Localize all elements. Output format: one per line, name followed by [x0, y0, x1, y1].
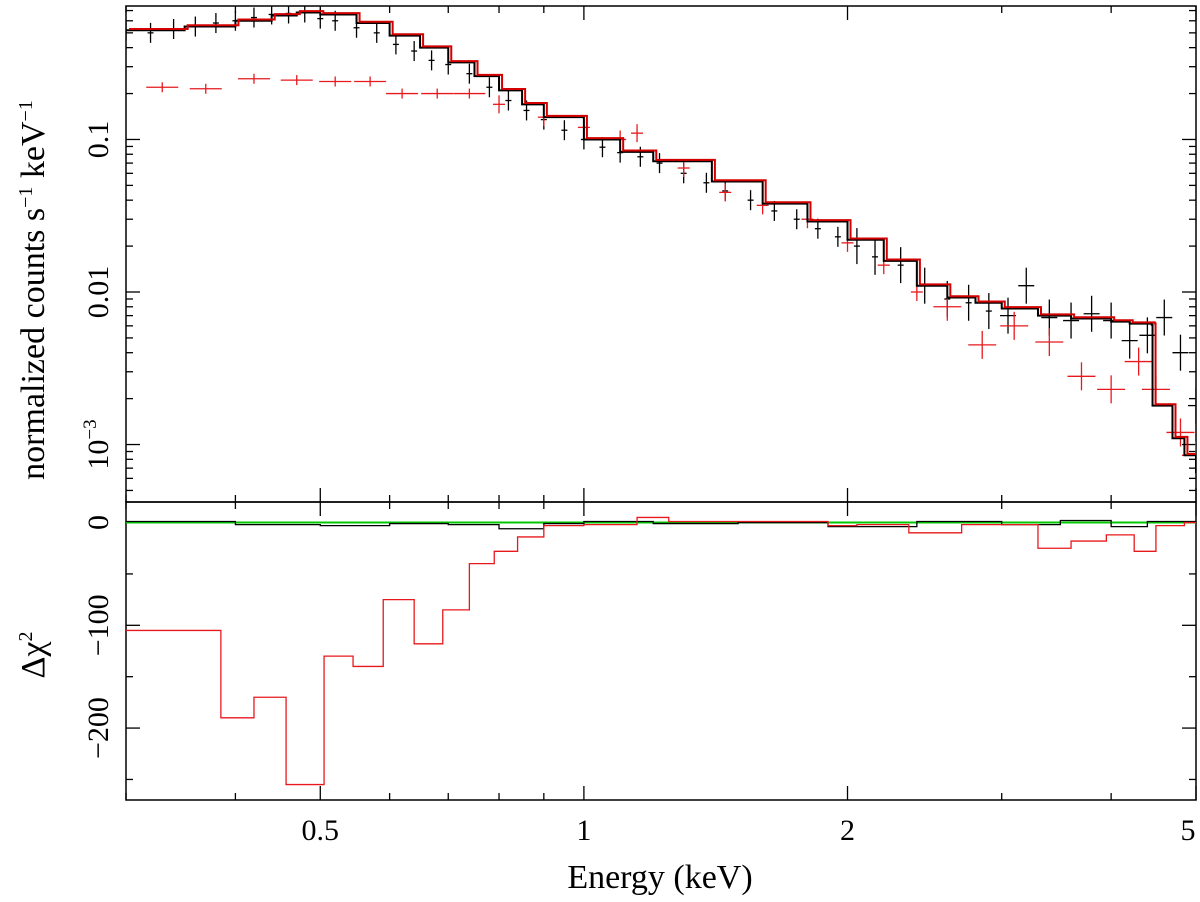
red-data-series	[146, 73, 1196, 470]
red-model-line	[129, 10, 1196, 455]
x-tick-label: 0.5	[302, 814, 340, 847]
x-tick-label: 5	[1181, 814, 1196, 847]
bottom-panel: 0.5 1 2 5 0 −100 −200	[82, 501, 1197, 847]
bottom-y-label-exp: 2	[15, 632, 37, 642]
top-y-label-exp2: −1	[15, 100, 37, 121]
x-tick-label: 2	[840, 814, 855, 847]
black-model-line	[126, 11, 1196, 474]
x-axis-label: Energy (keV)	[567, 859, 752, 896]
top-y-label-exp1: −1	[15, 187, 37, 208]
black-data-series	[126, 6, 1196, 424]
x-tick-label: 1	[576, 814, 591, 847]
black-residuals	[126, 519, 1196, 530]
red-residuals	[126, 516, 1196, 786]
top-y-label: normalized counts s−1 keV−1	[15, 100, 52, 480]
bottom-y-tick-label: 0	[82, 515, 115, 530]
bottom-panel-frame	[125, 501, 1197, 801]
bottom-y-label-main: Δχ	[15, 642, 52, 679]
bottom-y-label: Δχ2	[15, 632, 52, 679]
top-y-label-mid: keV	[15, 121, 52, 187]
top-y-tick-label: 0.1	[82, 121, 115, 159]
bottom-y-tick-label: −200	[82, 697, 115, 759]
top-y-tick-label: 0.01	[82, 266, 115, 319]
top-y-tick-label: 10−3	[80, 419, 115, 469]
top-panel: 0.1 0.01 10−3	[80, 5, 1197, 503]
bottom-y-tick-label: −100	[82, 594, 115, 656]
top-y-label-main: normalized counts s	[15, 208, 52, 480]
